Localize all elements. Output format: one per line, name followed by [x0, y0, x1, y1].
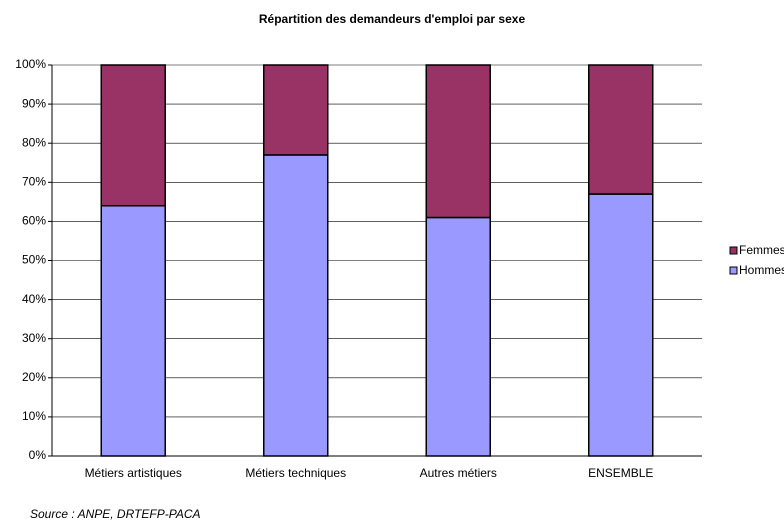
chart-title: Répartition des demandeurs d'emploi par … [259, 12, 526, 26]
legend-swatch [729, 266, 738, 275]
source-note: Source : ANPE, DRTEFP-PACA [30, 507, 201, 521]
y-tick-label: 80% [22, 135, 46, 149]
bar-segment [263, 64, 329, 156]
x-tick-label: Métiers artistiques [85, 466, 182, 480]
bar-segment [425, 216, 491, 457]
legend-swatch [729, 246, 738, 255]
bar-segment [588, 64, 654, 195]
y-tick-label: 20% [22, 370, 46, 384]
bar-segment [100, 205, 166, 457]
bar-segment [100, 64, 166, 207]
x-tick-label: Autres métiers [420, 466, 497, 480]
y-tick-label: 40% [22, 292, 46, 306]
legend-label: Hommes [739, 263, 784, 277]
x-tick-label: Métiers techniques [245, 466, 346, 480]
y-tick-label: 60% [22, 214, 46, 228]
y-tick-label: 90% [22, 96, 46, 110]
y-tick-label: 70% [22, 174, 46, 188]
x-tick-label: ENSEMBLE [588, 466, 653, 480]
y-tick-label: 30% [22, 331, 46, 345]
y-tick-label: 0% [29, 448, 47, 462]
y-tick-label: 50% [22, 253, 46, 267]
y-tick-label: 100% [15, 57, 46, 71]
y-tick-label: 10% [22, 409, 46, 423]
legend-label: Femmes [739, 243, 784, 257]
bar-segment [588, 193, 654, 457]
bar-segment [263, 154, 329, 457]
bar-segment [425, 64, 491, 219]
